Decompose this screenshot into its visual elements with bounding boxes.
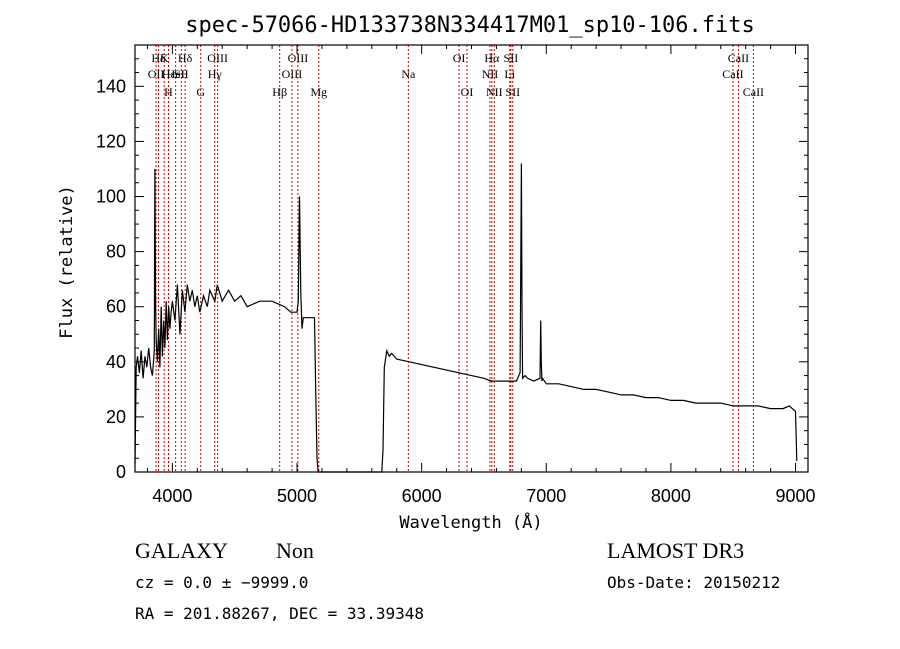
x-axis-ticks: 4000 5000 6000 7000 8000 9000 <box>146 45 816 506</box>
spectral-line-label: SII <box>174 67 189 81</box>
ra-dec: RA = 201.88267, DEC = 33.39348 <box>135 604 424 623</box>
x-axis-label: Wavelength (Å) <box>399 511 542 533</box>
x-tick-label: 7000 <box>526 486 566 506</box>
x-tick-label: 4000 <box>152 486 192 506</box>
spectral-line-label: Hα <box>484 51 500 65</box>
spectral-line-label: CaII <box>722 67 743 81</box>
y-tick-label: 140 <box>96 76 126 96</box>
spectral-line-label: NII <box>482 67 499 81</box>
y-tick-label: 60 <box>106 297 126 317</box>
redshift-info: cz = 0.0 ± −9999.0 <box>135 573 308 592</box>
y-tick-label: 120 <box>96 131 126 151</box>
spectral-line-label: OIII <box>207 51 228 65</box>
spectral-line-label: OI <box>453 51 466 65</box>
spectral-line-label: Li <box>504 67 515 81</box>
spectral-line-markers <box>155 45 754 472</box>
y-tick-label: 20 <box>106 407 126 427</box>
spectral-line-label: Hβ <box>272 85 287 99</box>
survey-name: LAMOST DR3 <box>607 538 744 563</box>
y-axis-label: Flux (relative) <box>57 185 77 339</box>
spectral-line-label: CaII <box>743 85 764 99</box>
spectral-line-label: H <box>164 85 173 99</box>
spectral-line-label: OII <box>148 67 165 81</box>
y-axis-ticks: 0 20 40 60 80 100 120 140 <box>96 58 808 482</box>
obs-date: Obs-Date: 20150212 <box>607 573 780 592</box>
y-tick-label: 80 <box>106 242 126 262</box>
spectral-line-label: OI <box>461 85 474 99</box>
spectral-line-label: Na <box>401 67 416 81</box>
spectral-line-label: Hγ <box>208 67 223 81</box>
y-tick-label: 40 <box>106 352 126 372</box>
x-tick-label: 5000 <box>277 486 317 506</box>
spectral-line-label: K <box>160 51 169 65</box>
spectral-line-label: OIII <box>282 67 303 81</box>
x-tick-label: 9000 <box>776 486 816 506</box>
spectral-line-label: NII <box>486 85 503 99</box>
spectral-line-label: OIII <box>288 51 309 65</box>
plot-frame <box>134 44 809 473</box>
spectrum-series-line <box>134 163 798 473</box>
object-class: GALAXY <box>135 538 228 563</box>
spectral-line-labels: OIIHδKHHεHeISIIHδGHγOIIIHβOIIIOIIIMgNaOI… <box>148 51 764 99</box>
spectral-line-label: SII <box>505 85 520 99</box>
spectral-line-label: Hδ <box>178 51 193 65</box>
spectral-line-label: Hε <box>162 67 176 81</box>
spectral-line-label: G <box>196 85 205 99</box>
x-tick-label: 6000 <box>402 486 442 506</box>
x-tick-label: 8000 <box>651 486 691 506</box>
spectral-line-label: CaII <box>728 51 749 65</box>
y-tick-label: 100 <box>96 187 126 207</box>
spectral-line-label: SII <box>504 51 519 65</box>
chart-title: spec-57066-HD133738N334417M01_sp10-106.f… <box>185 13 755 38</box>
spectral-line-label: HeI <box>167 67 185 81</box>
spectral-line-label: Hδ <box>151 51 166 65</box>
object-subclass: Non <box>276 538 314 563</box>
spectral-line-label: Mg <box>310 85 327 99</box>
y-tick-label: 0 <box>116 462 126 482</box>
